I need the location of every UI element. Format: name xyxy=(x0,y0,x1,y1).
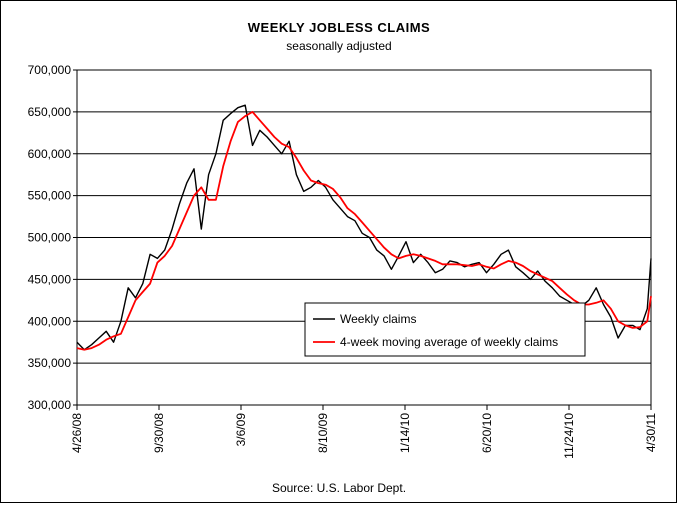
legend[interactable]: Weekly claims 4-week moving average of w… xyxy=(304,302,586,357)
y-tick-label: 300,000 xyxy=(28,398,72,412)
chart-source: Source: U.S. Labor Dept. xyxy=(272,481,406,495)
x-tick-label: 4/26/08 xyxy=(70,413,84,453)
chart-title: WEEKLY JOBLESS CLAIMS xyxy=(248,20,430,35)
x-tick-label: 1/14/10 xyxy=(398,413,412,453)
x-axis: 4/26/08 9/30/08 3/6/09 8/10/09 1/14/10 6/20/1… xyxy=(70,405,658,459)
x-tick-label: 9/30/08 xyxy=(152,413,166,453)
series-lines xyxy=(76,104,652,351)
chart-subtitle: seasonally adjusted xyxy=(286,39,391,53)
y-tick-label: 350,000 xyxy=(28,356,72,370)
y-tick-label: 650,000 xyxy=(28,105,72,119)
y-tick-label: 550,000 xyxy=(28,189,72,203)
y-tick-label: 600,000 xyxy=(28,147,72,161)
y-tick-label: 700,000 xyxy=(28,63,72,77)
x-tick-label: 3/6/09 xyxy=(234,413,248,447)
x-tick-label: 4/30/11 xyxy=(644,413,658,452)
legend-box xyxy=(304,302,586,357)
series-weekly-claims xyxy=(76,104,652,351)
y-tick-label: 500,000 xyxy=(28,231,72,245)
y-axis: 300,000 350,000 400,000 450,000 500,000 550,0… xyxy=(28,63,77,412)
y-tick-label: 400,000 xyxy=(28,314,72,328)
x-tick-label: 8/10/09 xyxy=(316,413,330,453)
x-tick-label: 6/20/10 xyxy=(480,413,494,453)
x-tick-label: 11/24/10 xyxy=(562,413,576,459)
y-tick-label: 450,000 xyxy=(28,272,72,286)
series-4-week-average xyxy=(76,111,652,351)
legend-label-average: 4-week moving average of weekly claims xyxy=(340,335,558,349)
legend-label-weekly: Weekly claims xyxy=(340,312,416,326)
